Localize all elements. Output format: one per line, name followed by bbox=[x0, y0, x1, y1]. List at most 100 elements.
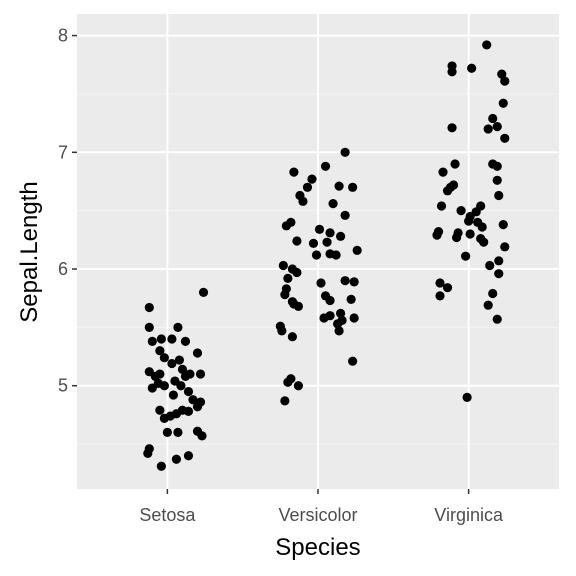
data-point bbox=[162, 427, 172, 437]
data-point bbox=[180, 371, 191, 381]
data-point bbox=[494, 269, 504, 279]
data-point bbox=[500, 133, 510, 143]
data-point bbox=[167, 334, 177, 344]
data-point bbox=[334, 181, 344, 191]
data-point bbox=[195, 369, 206, 379]
x-axis: Setosa Versicolor Virginica bbox=[139, 489, 504, 525]
data-point bbox=[442, 186, 453, 196]
data-point bbox=[467, 63, 477, 73]
data-point bbox=[197, 431, 207, 441]
y-tick-label: 5 bbox=[58, 376, 68, 396]
data-point bbox=[292, 236, 302, 246]
data-point bbox=[340, 276, 350, 286]
data-point bbox=[147, 383, 157, 393]
data-point bbox=[316, 278, 326, 288]
data-point bbox=[477, 222, 487, 232]
data-points bbox=[143, 40, 510, 471]
data-point bbox=[349, 277, 359, 287]
data-point bbox=[198, 287, 209, 297]
data-point bbox=[277, 326, 287, 336]
data-point bbox=[500, 242, 510, 252]
data-point bbox=[176, 381, 186, 391]
data-point bbox=[340, 147, 350, 157]
data-point bbox=[293, 381, 304, 391]
data-point bbox=[492, 175, 502, 185]
data-point bbox=[447, 67, 457, 77]
data-point bbox=[494, 256, 504, 266]
x-axis-title: Species bbox=[275, 534, 360, 561]
data-point bbox=[456, 206, 466, 216]
data-point bbox=[283, 273, 293, 283]
data-point bbox=[168, 390, 178, 400]
data-point bbox=[462, 392, 472, 402]
data-point bbox=[492, 122, 502, 132]
data-point bbox=[171, 454, 182, 464]
data-point bbox=[498, 220, 508, 230]
data-point bbox=[144, 302, 154, 313]
y-axis: 5 6 7 8 bbox=[58, 26, 77, 396]
data-point bbox=[156, 334, 166, 344]
data-point bbox=[155, 346, 165, 356]
data-point bbox=[435, 278, 445, 288]
data-point bbox=[432, 230, 442, 240]
data-point bbox=[442, 283, 453, 293]
data-point bbox=[155, 405, 165, 415]
data-point bbox=[293, 301, 304, 311]
data-point bbox=[331, 250, 341, 260]
data-point bbox=[159, 381, 169, 391]
data-point bbox=[483, 300, 493, 310]
data-point bbox=[159, 413, 169, 423]
data-point bbox=[308, 238, 319, 248]
data-point bbox=[314, 224, 325, 234]
data-point bbox=[147, 336, 157, 346]
data-point bbox=[332, 319, 343, 329]
data-point bbox=[435, 291, 445, 301]
data-point bbox=[174, 355, 185, 365]
data-point bbox=[488, 288, 498, 299]
data-point bbox=[144, 322, 154, 332]
data-point bbox=[289, 167, 299, 177]
data-point bbox=[461, 251, 471, 261]
data-point bbox=[320, 161, 331, 171]
data-point bbox=[349, 313, 359, 323]
y-tick-label: 6 bbox=[58, 259, 68, 279]
data-point bbox=[447, 123, 457, 133]
data-point bbox=[287, 332, 297, 342]
data-point bbox=[348, 182, 358, 192]
data-point bbox=[352, 245, 362, 255]
y-tick-label: 7 bbox=[58, 142, 68, 162]
data-point bbox=[150, 371, 160, 381]
data-point bbox=[156, 461, 166, 471]
data-point bbox=[479, 237, 489, 247]
data-point bbox=[280, 396, 290, 406]
data-point bbox=[173, 427, 183, 437]
data-point bbox=[302, 182, 313, 192]
data-point bbox=[292, 267, 302, 278]
data-point bbox=[183, 451, 194, 461]
data-point bbox=[278, 260, 288, 271]
data-point bbox=[436, 201, 447, 211]
data-point bbox=[143, 448, 153, 459]
data-point bbox=[348, 356, 358, 366]
x-tick-label: Versicolor bbox=[278, 505, 357, 525]
data-point bbox=[451, 232, 462, 243]
data-point bbox=[183, 406, 194, 416]
data-point bbox=[319, 313, 329, 323]
data-point bbox=[167, 358, 177, 369]
data-point bbox=[450, 159, 460, 169]
data-point bbox=[335, 231, 346, 241]
data-point bbox=[488, 113, 498, 124]
data-point bbox=[485, 260, 495, 271]
y-axis-title: Sepal.Length bbox=[16, 181, 43, 322]
data-point bbox=[335, 308, 346, 318]
data-point bbox=[498, 98, 508, 108]
data-point bbox=[492, 314, 502, 324]
data-point bbox=[340, 210, 350, 220]
data-point bbox=[177, 364, 188, 374]
data-point bbox=[325, 295, 335, 306]
data-point bbox=[492, 161, 502, 171]
data-point bbox=[298, 196, 308, 206]
data-point bbox=[283, 377, 293, 387]
data-point bbox=[497, 69, 507, 79]
y-tick-label: 8 bbox=[58, 26, 68, 46]
